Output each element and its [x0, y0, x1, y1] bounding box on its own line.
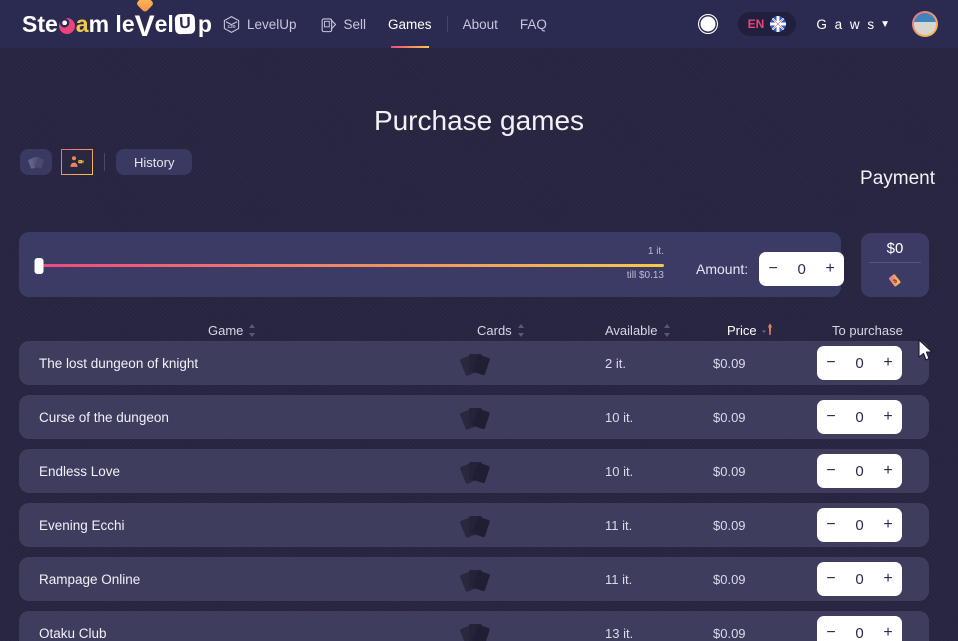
svg-text:120: 120 [227, 24, 236, 30]
